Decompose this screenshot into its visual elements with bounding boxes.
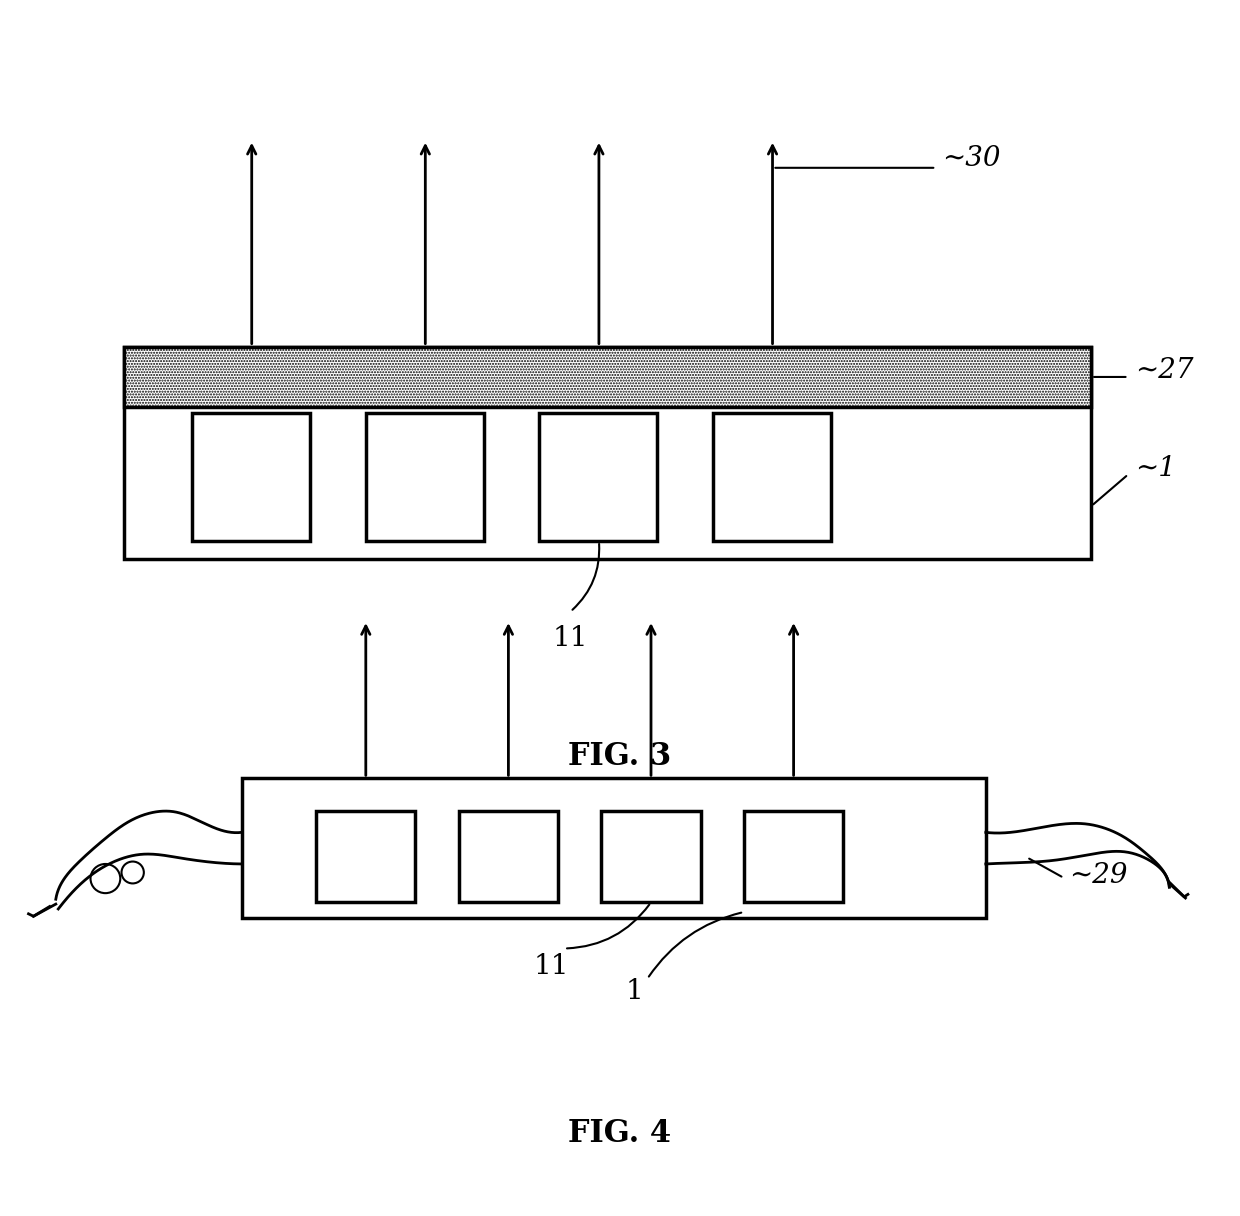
Text: 11: 11 <box>534 953 569 980</box>
Bar <box>242 778 986 918</box>
Bar <box>713 413 831 541</box>
Bar <box>124 347 1091 407</box>
Bar <box>459 811 558 902</box>
Bar <box>124 347 1091 559</box>
Bar <box>316 811 415 902</box>
Text: ∼27: ∼27 <box>1135 358 1193 384</box>
Text: ∼30: ∼30 <box>942 145 1001 171</box>
Text: FIG. 3: FIG. 3 <box>568 741 672 772</box>
Text: 11: 11 <box>553 625 588 652</box>
Bar <box>601 811 701 902</box>
Text: ∼1: ∼1 <box>1135 455 1176 482</box>
Bar <box>539 413 657 541</box>
Bar <box>192 413 310 541</box>
Bar <box>744 811 843 902</box>
Text: ∼29: ∼29 <box>1069 862 1127 889</box>
Text: 1: 1 <box>626 978 644 1004</box>
Bar <box>366 413 484 541</box>
Text: FIG. 4: FIG. 4 <box>568 1118 672 1149</box>
